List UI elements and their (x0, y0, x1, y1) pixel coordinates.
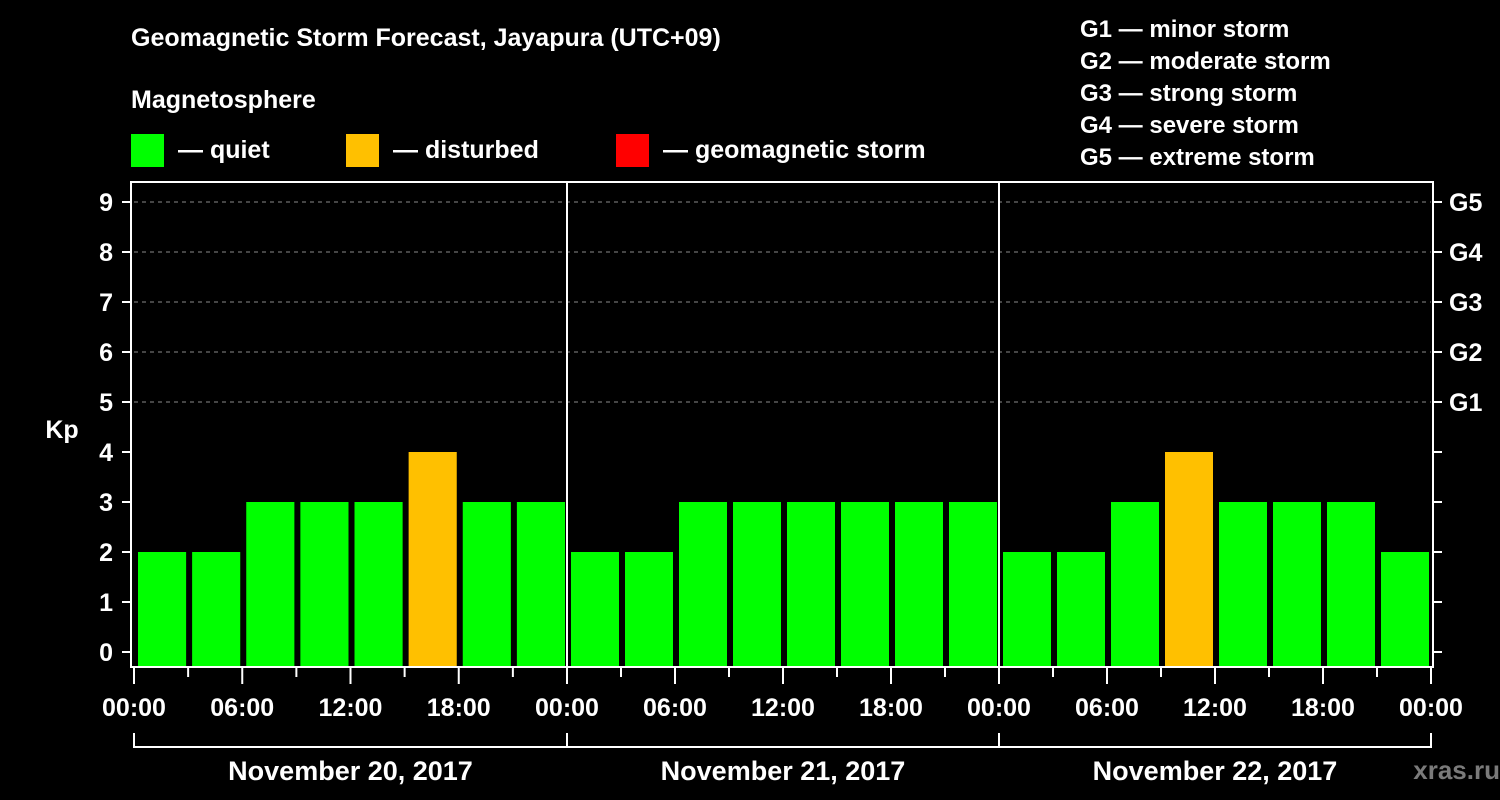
x-tick-label: 12:00 (1183, 694, 1247, 722)
kp-bar (192, 552, 241, 666)
kp-bar (516, 502, 565, 666)
chart-title: Geomagnetic Storm Forecast, Jayapura (UT… (131, 24, 721, 52)
kp-bar (787, 502, 835, 666)
kp-bar (1057, 552, 1105, 666)
legend-quiet: — quiet (131, 134, 270, 167)
x-tick-label: 18:00 (427, 694, 491, 722)
g-scale-label: G5 (1449, 189, 1482, 217)
legend-storm: — geomagnetic storm (616, 134, 926, 167)
kp-bar (246, 502, 295, 666)
y-axis-ticks: 0 1 2 3 4 5 6 7 8 9 (99, 189, 131, 667)
g1-description: G1 — minor storm (1080, 16, 1290, 43)
kp-bar (1273, 502, 1321, 666)
magnetosphere-heading: Magnetosphere (131, 86, 316, 114)
y-tick-label: 5 (99, 389, 113, 417)
y-tick-label: 3 (99, 489, 113, 517)
y-tick-label: 4 (99, 439, 113, 467)
kp-bar (354, 502, 403, 666)
kp-bar (1111, 502, 1159, 666)
y-tick-label: 1 (99, 589, 113, 617)
g-scale-label: G3 (1449, 289, 1482, 317)
kp-bar (949, 502, 997, 666)
kp-bar (1003, 552, 1051, 666)
x-axis-ticks: 00:00 06:00 12:00 18:00 00:00 06:00 12:00 18:00… (102, 667, 1463, 722)
storm-swatch (616, 134, 649, 167)
kp-bar (571, 552, 619, 666)
gridlines (134, 201, 1431, 403)
g-scale-label: G1 (1449, 389, 1482, 417)
kp-bars (138, 452, 1429, 666)
y-tick-label: 8 (99, 239, 113, 267)
kp-bar (138, 552, 187, 666)
y-tick-label: 2 (99, 539, 113, 567)
kp-bar (1381, 552, 1429, 666)
y-tick-label: 6 (99, 339, 113, 367)
legend-quiet-label: — quiet (178, 136, 270, 164)
x-tick-label: 18:00 (1291, 694, 1355, 722)
day-brackets: November 20, 2017 November 21, 2017 Novemb… (133, 733, 1432, 786)
x-tick-label: 12:00 (319, 694, 383, 722)
x-tick-label: 00:00 (967, 694, 1031, 722)
x-tick-label: 06:00 (643, 694, 707, 722)
day-label: November 20, 2017 (228, 756, 473, 786)
x-tick-label: 18:00 (859, 694, 923, 722)
g4-description: G4 — severe storm (1080, 112, 1299, 139)
x-tick-label: 12:00 (751, 694, 815, 722)
watermark: xras.ru (1413, 755, 1500, 785)
legend-disturbed-label: — disturbed (393, 136, 539, 164)
kp-bar (733, 502, 781, 666)
y-axis-label: Kp (45, 416, 78, 444)
storm-scale-legend: G1 — minor storm G2 — moderate storm G3 … (1080, 14, 1331, 174)
kp-bar (679, 502, 727, 666)
g-scale-label: G4 (1449, 239, 1482, 267)
x-tick-label: 06:00 (210, 694, 274, 722)
kp-bar (841, 502, 889, 666)
g2-description: G2 — moderate storm (1080, 48, 1331, 75)
kp-bar (625, 552, 673, 666)
y-tick-label: 9 (99, 189, 113, 217)
x-tick-label: 00:00 (102, 694, 166, 722)
x-tick-label: 00:00 (1399, 694, 1463, 722)
kp-bar (300, 502, 349, 666)
legend-storm-label: — geomagnetic storm (663, 136, 926, 164)
legend-disturbed: — disturbed (346, 134, 539, 167)
quiet-swatch (131, 134, 164, 167)
kp-bar (462, 502, 511, 666)
disturbed-swatch (346, 134, 379, 167)
kp-bar (408, 452, 457, 666)
kp-bar (1327, 502, 1375, 666)
y-tick-label: 0 (99, 639, 113, 667)
g-scale-label: G2 (1449, 339, 1482, 367)
kp-bar (1219, 502, 1267, 666)
g-scale-axis: G1 G2 G3 G4 G5 (1433, 189, 1482, 653)
y-tick-label: 7 (99, 289, 113, 317)
day-label: November 21, 2017 (661, 756, 906, 786)
x-tick-label: 06:00 (1075, 694, 1139, 722)
kp-bar (895, 502, 943, 666)
kp-bar (1165, 452, 1213, 666)
g3-description: G3 — strong storm (1080, 80, 1298, 107)
day-label: November 22, 2017 (1093, 756, 1338, 786)
x-tick-label: 00:00 (535, 694, 599, 722)
g5-description: G5 — extreme storm (1080, 144, 1315, 171)
